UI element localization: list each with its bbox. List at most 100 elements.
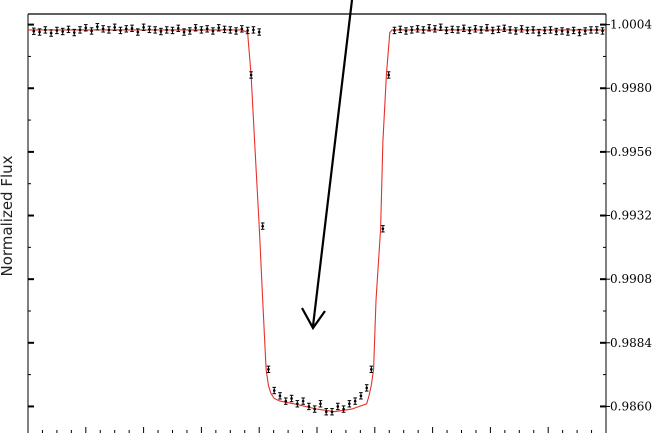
data-point bbox=[514, 27, 518, 35]
data-point bbox=[136, 28, 140, 36]
point-marker bbox=[381, 227, 385, 231]
point-marker bbox=[485, 26, 489, 30]
data-point bbox=[112, 23, 117, 31]
data-point bbox=[502, 24, 507, 33]
data-point bbox=[141, 23, 146, 31]
point-marker bbox=[101, 27, 105, 31]
point-marker bbox=[365, 386, 369, 390]
point-marker bbox=[370, 368, 373, 371]
point-marker bbox=[194, 26, 197, 30]
point-marker bbox=[595, 28, 599, 32]
data-point bbox=[525, 26, 530, 35]
point-marker bbox=[246, 29, 249, 32]
point-marker bbox=[229, 28, 232, 32]
data-point bbox=[583, 27, 587, 35]
point-marker bbox=[578, 31, 581, 34]
point-marker bbox=[601, 29, 604, 33]
point-marker bbox=[450, 28, 454, 31]
point-marker bbox=[61, 30, 64, 33]
point-marker bbox=[566, 30, 570, 34]
point-marker bbox=[307, 405, 311, 408]
data-point bbox=[589, 26, 593, 34]
data-point bbox=[548, 26, 553, 34]
data-point bbox=[438, 23, 443, 31]
data-point bbox=[199, 26, 204, 34]
data-point bbox=[124, 25, 129, 33]
point-marker bbox=[211, 29, 215, 33]
data-point bbox=[295, 400, 300, 408]
point-marker bbox=[410, 28, 414, 32]
data-point bbox=[347, 400, 352, 408]
point-marker bbox=[393, 29, 396, 32]
data-points bbox=[31, 23, 605, 416]
point-marker bbox=[526, 29, 529, 32]
data-point bbox=[508, 26, 512, 34]
point-marker bbox=[342, 407, 345, 411]
data-point bbox=[415, 25, 420, 33]
data-point bbox=[462, 24, 466, 33]
point-marker bbox=[319, 402, 322, 406]
data-point bbox=[159, 27, 163, 36]
point-marker bbox=[502, 27, 506, 30]
data-point bbox=[496, 25, 501, 34]
data-point bbox=[330, 408, 334, 416]
data-point bbox=[164, 26, 169, 34]
point-marker bbox=[188, 29, 192, 33]
data-point bbox=[301, 397, 305, 405]
y-tick-label: 0.9932 bbox=[610, 209, 652, 223]
point-marker bbox=[416, 27, 419, 31]
point-marker bbox=[439, 25, 442, 29]
point-marker bbox=[84, 26, 88, 30]
data-point bbox=[205, 25, 209, 33]
data-point bbox=[260, 222, 265, 230]
data-point bbox=[60, 27, 65, 36]
point-marker bbox=[261, 224, 264, 228]
data-point bbox=[188, 27, 192, 35]
data-point bbox=[341, 405, 346, 413]
point-marker bbox=[223, 28, 226, 31]
data-point bbox=[456, 26, 460, 34]
arrow-shaft bbox=[311, 0, 354, 327]
data-point bbox=[66, 25, 71, 34]
point-marker bbox=[387, 73, 390, 77]
data-point bbox=[193, 24, 198, 32]
point-marker bbox=[252, 28, 255, 32]
data-point bbox=[78, 26, 82, 34]
point-marker bbox=[359, 394, 363, 398]
point-marker bbox=[353, 399, 357, 403]
model-fit-line bbox=[28, 29, 606, 413]
point-marker bbox=[572, 29, 575, 32]
point-marker bbox=[205, 27, 209, 31]
point-marker bbox=[514, 29, 518, 33]
y-tick-label: 0.9860 bbox=[610, 399, 652, 413]
data-point bbox=[289, 394, 294, 403]
y-tick-label: 0.9956 bbox=[610, 145, 652, 159]
data-point bbox=[473, 25, 478, 33]
data-point bbox=[283, 397, 288, 405]
point-marker bbox=[336, 405, 340, 408]
y-tick-label: 0.9884 bbox=[610, 336, 652, 350]
point-marker bbox=[284, 399, 288, 403]
point-marker bbox=[272, 389, 276, 392]
data-point bbox=[433, 25, 437, 33]
point-marker bbox=[119, 29, 122, 32]
data-point bbox=[600, 27, 605, 35]
point-marker bbox=[560, 29, 564, 33]
point-marker bbox=[537, 31, 541, 34]
y-tick-label: 1.0004 bbox=[610, 18, 652, 32]
point-marker bbox=[249, 73, 253, 77]
point-marker bbox=[171, 29, 174, 32]
data-point bbox=[216, 24, 221, 32]
point-marker bbox=[130, 27, 134, 30]
data-point bbox=[234, 27, 238, 35]
data-point bbox=[257, 28, 261, 36]
data-point bbox=[55, 26, 59, 35]
data-point bbox=[153, 26, 157, 34]
point-marker bbox=[543, 29, 547, 32]
point-marker bbox=[497, 28, 500, 31]
data-point bbox=[89, 27, 94, 35]
data-point bbox=[249, 71, 253, 79]
data-point bbox=[312, 405, 317, 413]
data-point bbox=[336, 402, 340, 411]
